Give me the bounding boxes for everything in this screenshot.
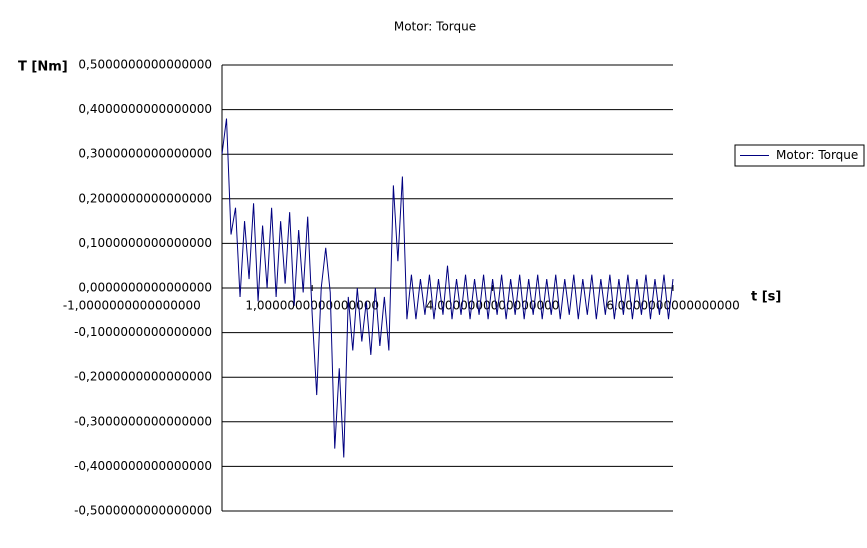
y-axis-title: T [Nm] (18, 60, 68, 75)
y-tick-label: -0,5000000000000000 (74, 504, 212, 518)
legend-label: Motor: Torque (776, 148, 858, 162)
x-axis-title: t [s] (751, 290, 781, 305)
y-tick-label: 0,1000000000000000 (78, 236, 212, 250)
y-tick-label: -0,4000000000000000 (74, 459, 212, 473)
y-tick-label: 0,3000000000000000 (78, 147, 212, 161)
chart-title: Motor: Torque (394, 20, 476, 34)
y-tick-label: -0,1000000000000000 (74, 325, 212, 339)
x-tick-label: 4,0000000000000000 (426, 299, 560, 313)
y-tick-label: 0,0000000000000000 (78, 281, 212, 295)
y-tick-label: -0,3000000000000000 (74, 414, 212, 428)
y-tick-label: 0,4000000000000000 (78, 102, 212, 116)
series-line (221, 118, 674, 458)
y-tick-label: -0,2000000000000000 (74, 370, 212, 384)
legend-box (734, 144, 865, 167)
x-tick-label: -1,0000000000000000 (63, 299, 201, 313)
y-tick-label: 0,5000000000000000 (78, 58, 212, 72)
x-tick-label: 6,0000000000000000 (606, 299, 740, 313)
y-tick-label: 0,2000000000000000 (78, 191, 212, 205)
